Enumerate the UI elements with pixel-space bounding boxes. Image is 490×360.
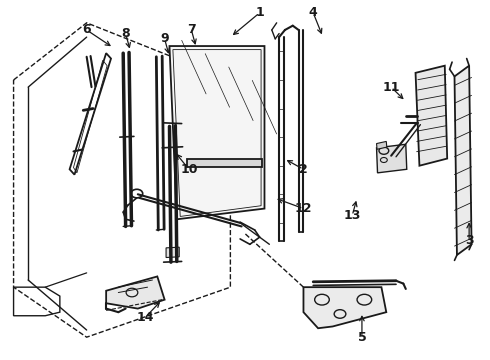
Text: 12: 12 xyxy=(294,202,312,215)
Polygon shape xyxy=(416,66,447,166)
Polygon shape xyxy=(187,158,262,167)
Text: 6: 6 xyxy=(82,23,91,36)
Polygon shape xyxy=(106,276,165,309)
Polygon shape xyxy=(166,247,179,257)
Polygon shape xyxy=(170,46,265,219)
Text: 4: 4 xyxy=(309,6,318,19)
Text: 5: 5 xyxy=(358,331,367,344)
Polygon shape xyxy=(303,287,386,328)
Text: 2: 2 xyxy=(299,163,308,176)
Polygon shape xyxy=(376,141,387,149)
Text: 3: 3 xyxy=(465,234,473,247)
Polygon shape xyxy=(376,144,407,173)
Polygon shape xyxy=(455,66,471,255)
Text: 8: 8 xyxy=(122,27,130,40)
Text: 1: 1 xyxy=(255,6,264,19)
Text: 14: 14 xyxy=(136,311,154,324)
Text: 10: 10 xyxy=(180,163,198,176)
Text: 7: 7 xyxy=(187,23,196,36)
Text: 13: 13 xyxy=(343,209,361,222)
Text: 11: 11 xyxy=(382,81,400,94)
Text: 9: 9 xyxy=(160,32,169,45)
